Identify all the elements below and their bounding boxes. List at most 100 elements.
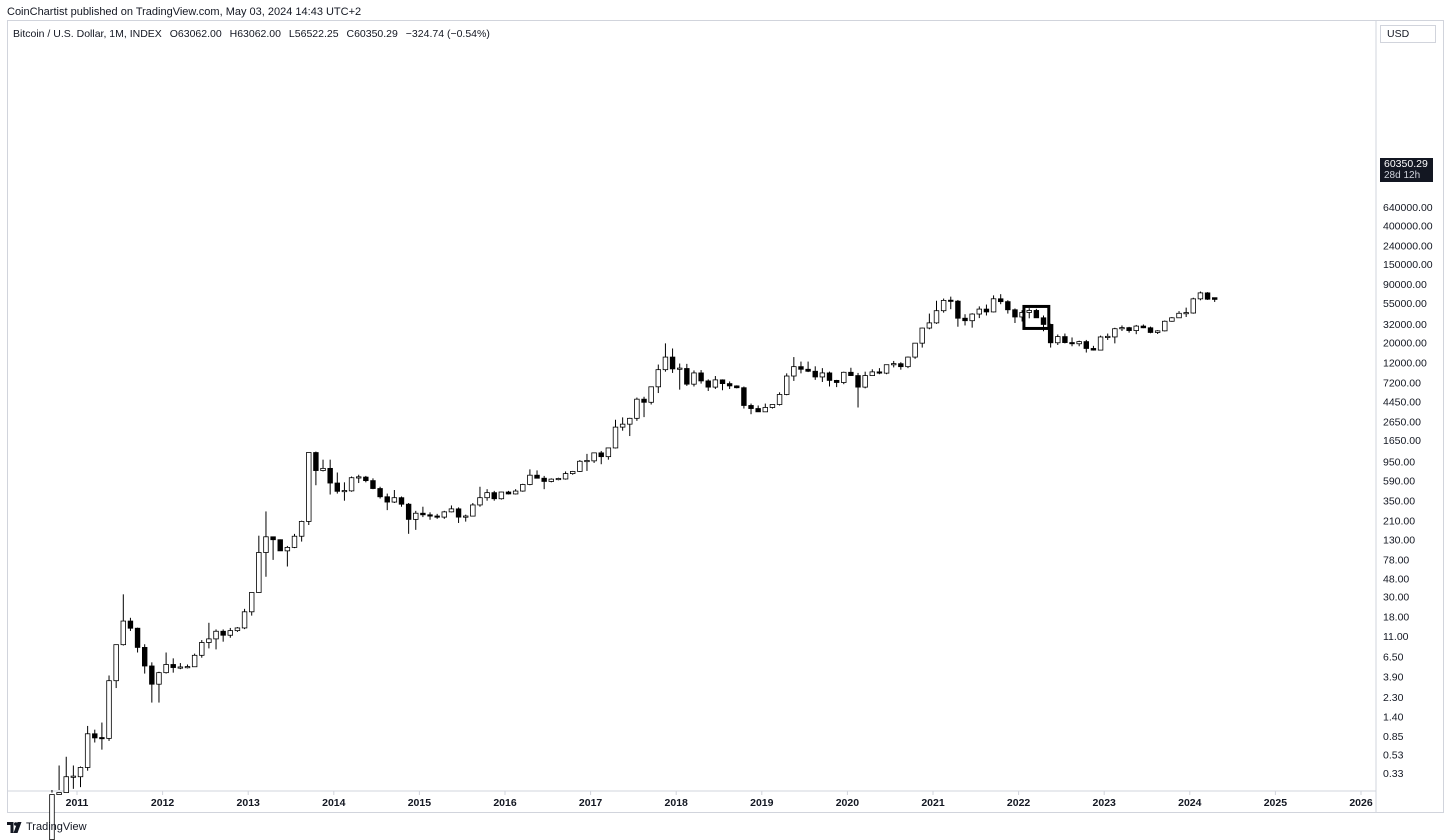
candle-down: [1005, 301, 1011, 311]
candle-down: [1069, 342, 1075, 345]
candle-down: [641, 398, 647, 403]
price-axis-tick: 6.50: [1383, 652, 1404, 664]
price-axis-tick: 3.90: [1383, 671, 1404, 683]
highlight-box-group: [1022, 304, 1051, 330]
candle-up: [905, 356, 911, 368]
price-axis-tick: 2650.00: [1383, 417, 1421, 429]
candle-up: [520, 484, 526, 492]
time-axis-tick: 2021: [921, 797, 945, 809]
time-axis-tick: 2018: [665, 797, 689, 809]
last-price-label: 60350.29 28d 12h: [1380, 158, 1433, 182]
time-axis-tick: 2024: [1178, 797, 1202, 809]
candle-down: [755, 408, 761, 413]
candle-up: [912, 342, 918, 358]
candle-down: [420, 512, 426, 516]
price-axis-ticks: 0.33 0.53 0.85 1.40 2.30 3.90 6.50 11.00 18.00 30…: [1383, 202, 1433, 780]
candle-down: [313, 452, 319, 471]
candle-up: [413, 512, 419, 520]
candle-down: [149, 665, 155, 685]
price-axis-tick: 240000.00: [1383, 240, 1433, 252]
candle-up: [1133, 325, 1139, 331]
candle-up: [940, 300, 947, 312]
candle-up: [1097, 336, 1104, 351]
price-axis-tick: 18.00: [1383, 612, 1409, 624]
time-axis-tick: 2017: [579, 797, 603, 809]
candle-up: [591, 452, 597, 462]
candle-up: [627, 417, 633, 425]
time-axis-tick: 2013: [237, 797, 261, 809]
candle-up: [555, 478, 562, 481]
candle-down: [719, 379, 726, 385]
candle-down: [491, 492, 497, 500]
candle-up: [976, 308, 982, 315]
currency-label[interactable]: USD: [1380, 25, 1436, 43]
price-axis-tick: 1.40: [1383, 712, 1404, 724]
candle-down: [1126, 327, 1132, 331]
candle-up: [841, 371, 847, 383]
chart-frame: [7, 20, 1444, 813]
candle-down: [833, 379, 840, 383]
candle-up: [926, 322, 933, 329]
candles-group: [49, 291, 1218, 840]
candle-down: [955, 300, 961, 319]
candle-up: [776, 394, 783, 405]
candle-down: [898, 363, 904, 368]
price-axis-tick: 48.00: [1383, 573, 1409, 585]
candle-up: [691, 372, 697, 385]
candle-up: [1119, 327, 1125, 330]
candle-down: [1047, 324, 1054, 344]
candle-down: [1212, 297, 1218, 300]
tradingview-logo-icon: [7, 821, 22, 833]
candle-up: [869, 371, 875, 376]
candle-down: [405, 503, 412, 520]
candle-up: [113, 644, 119, 682]
candle-up: [1154, 330, 1161, 333]
candle-down: [726, 383, 733, 387]
candle-up: [448, 508, 455, 513]
candle-up: [70, 775, 77, 778]
candle-down: [1083, 341, 1089, 349]
candle-down: [798, 366, 804, 370]
candle-down: [826, 372, 833, 381]
price-axis-tick: 32000.00: [1383, 319, 1427, 331]
candle-up: [391, 497, 398, 503]
candle-up: [1176, 312, 1182, 319]
candle-down: [998, 298, 1004, 303]
time-axis-tick: 2015: [408, 797, 432, 809]
candle-up: [677, 367, 683, 370]
price-axis-tick: 150000.00: [1383, 259, 1433, 271]
candle-up: [306, 452, 312, 522]
candle-up: [477, 497, 483, 506]
candle-down: [1040, 317, 1047, 325]
candle-up: [791, 366, 797, 377]
candle-down: [363, 476, 369, 482]
candle-up: [1169, 317, 1175, 322]
candle-up: [256, 552, 262, 593]
candle-up: [662, 356, 669, 371]
candle-down: [698, 372, 704, 382]
candle-down: [134, 627, 141, 648]
candle-down: [127, 620, 134, 629]
time-axis-tick: 2014: [322, 797, 346, 809]
highlight-box: [1022, 304, 1051, 330]
price-axis-tick: 590.00: [1383, 475, 1415, 487]
price-axis-tick: 0.33: [1383, 768, 1404, 780]
candle-up: [762, 407, 768, 413]
price-axis-tick: 12000.00: [1383, 358, 1427, 370]
candle-down: [141, 647, 148, 667]
candle-up: [1162, 320, 1168, 332]
candle-up: [348, 477, 355, 492]
candle-up: [156, 672, 162, 685]
candle-up: [106, 680, 112, 739]
legend-low: L56522.25: [288, 28, 339, 40]
time-axis-tick: 2023: [1093, 797, 1117, 809]
candle-down: [427, 514, 433, 517]
candle-down: [220, 630, 226, 636]
candle-up: [234, 627, 241, 632]
candle-up: [919, 327, 925, 344]
candle-up: [612, 426, 619, 449]
candle-down: [848, 371, 854, 376]
candle-up: [1183, 312, 1189, 315]
candle-up: [619, 423, 626, 428]
